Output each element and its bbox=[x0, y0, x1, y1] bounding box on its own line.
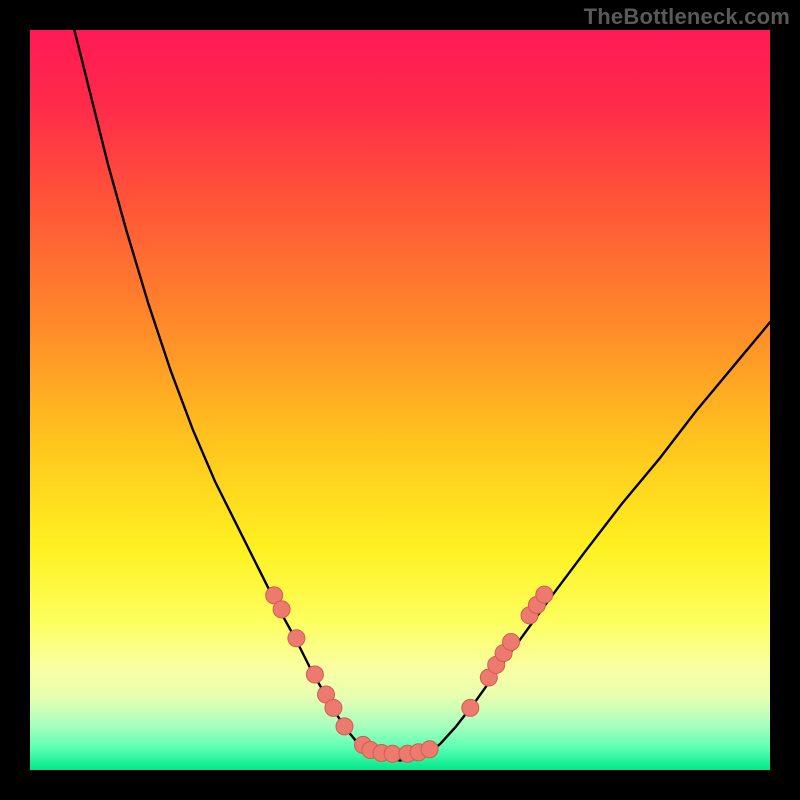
marker-group bbox=[266, 586, 553, 762]
chart-frame: TheBottleneck.com bbox=[0, 0, 800, 800]
data-marker bbox=[503, 633, 520, 650]
data-marker bbox=[462, 699, 479, 716]
watermark-text: TheBottleneck.com bbox=[584, 4, 790, 30]
data-marker bbox=[306, 666, 323, 683]
data-marker bbox=[421, 741, 438, 758]
chart-overlay bbox=[30, 30, 770, 770]
plot-area bbox=[30, 30, 770, 770]
data-marker bbox=[325, 699, 342, 716]
data-marker bbox=[536, 586, 553, 603]
data-marker bbox=[288, 630, 305, 647]
data-marker bbox=[273, 601, 290, 618]
bottleneck-curve bbox=[74, 30, 770, 760]
data-marker bbox=[336, 718, 353, 735]
